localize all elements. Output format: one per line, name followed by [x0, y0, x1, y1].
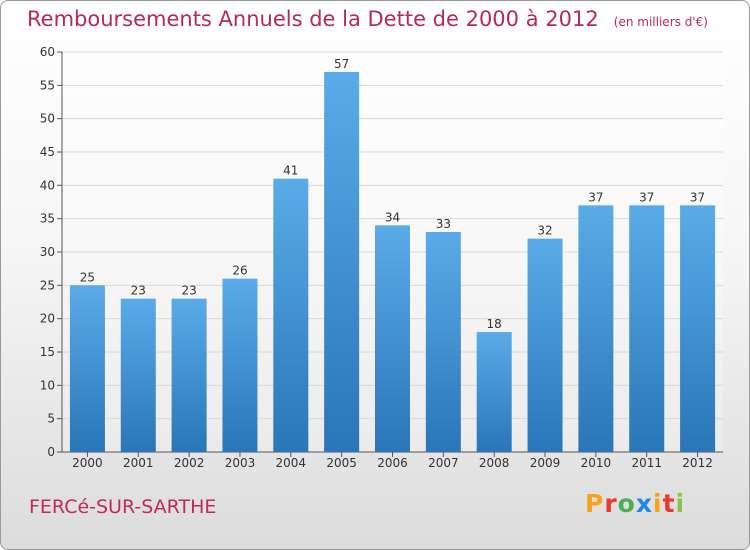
data-label: 41 [283, 164, 298, 178]
y-tick-label: 60 [40, 45, 55, 59]
bar-2010 [578, 205, 614, 452]
data-label: 25 [80, 270, 95, 284]
logo-letter: P [585, 489, 605, 518]
y-tick-label: 0 [47, 445, 55, 459]
y-tick-label: 45 [40, 145, 55, 159]
bar-2004 [273, 178, 309, 452]
x-tick-label: 2005 [326, 456, 357, 470]
y-tick-label: 10 [40, 378, 55, 392]
y-tick-label: 40 [40, 178, 55, 192]
y-tick-label: 5 [47, 412, 55, 426]
data-label: 34 [385, 210, 400, 224]
bar-2012 [680, 205, 716, 452]
y-tick-label: 35 [40, 212, 55, 226]
data-label: 37 [690, 190, 705, 204]
y-tick-label: 15 [40, 345, 55, 359]
x-tick-label: 2007 [428, 456, 459, 470]
axes: 0 5 10 15 20 25 30 35 40 45 50 55 60 2000 2001 2002 2003… [40, 45, 723, 470]
bar-2008 [476, 332, 512, 452]
chart-title-main: Remboursements Annuels de la Dette de 20… [27, 7, 599, 31]
chart-title: Remboursements Annuels de la Dette de 20… [27, 7, 708, 31]
bar-2007 [425, 232, 461, 452]
x-tick-label: 2006 [377, 456, 408, 470]
x-tick-label: 2008 [479, 456, 510, 470]
x-tick-label: 2003 [225, 456, 256, 470]
x-tick-label: 2011 [631, 456, 662, 470]
y-tick-label: 20 [40, 312, 55, 326]
data-label: 23 [131, 284, 146, 298]
logo-letter: x [635, 489, 653, 518]
x-tick-label: 2012 [682, 456, 713, 470]
bar-2002 [171, 298, 207, 452]
y-tick-label: 30 [40, 245, 55, 259]
x-tick-label: 2009 [530, 456, 561, 470]
data-label: 57 [334, 57, 349, 71]
data-label: 23 [181, 284, 196, 298]
location-label: FERCé-SUR-SARTHE [29, 496, 217, 518]
y-tick-label: 50 [40, 112, 55, 126]
logo-letter: i [653, 489, 663, 518]
x-tick-label: 2000 [72, 456, 103, 470]
data-label: 33 [436, 217, 451, 231]
logo-letter: i [675, 489, 686, 518]
x-tick-label: 2004 [276, 456, 307, 470]
proxiti-logo: Proxiti [585, 489, 685, 518]
bar-2009 [527, 238, 563, 452]
logo-letter: o [617, 489, 636, 518]
data-label: 37 [639, 190, 654, 204]
data-label: 32 [537, 224, 552, 238]
data-label: 37 [588, 190, 603, 204]
bar-2003 [222, 278, 258, 452]
bar-2001 [120, 298, 156, 452]
x-tick-label: 2002 [174, 456, 205, 470]
logo-letter: t [662, 489, 676, 518]
bar-2011 [629, 205, 665, 452]
logo-letter: r [604, 489, 618, 518]
bars: 25 23 23 26 41 57 34 33 18 32 37 37 37 [69, 57, 716, 452]
chart-title-unit: (en milliers d'€) [613, 15, 708, 29]
bar-2005 [324, 72, 360, 452]
x-tick-label: 2010 [581, 456, 612, 470]
data-label: 18 [487, 317, 502, 331]
bar-2006 [375, 225, 410, 452]
x-tick-label: 2001 [123, 456, 154, 470]
data-label: 26 [232, 264, 247, 278]
y-tick-label: 25 [40, 278, 55, 292]
bar-2000 [69, 285, 105, 452]
y-tick-label: 55 [40, 78, 55, 92]
